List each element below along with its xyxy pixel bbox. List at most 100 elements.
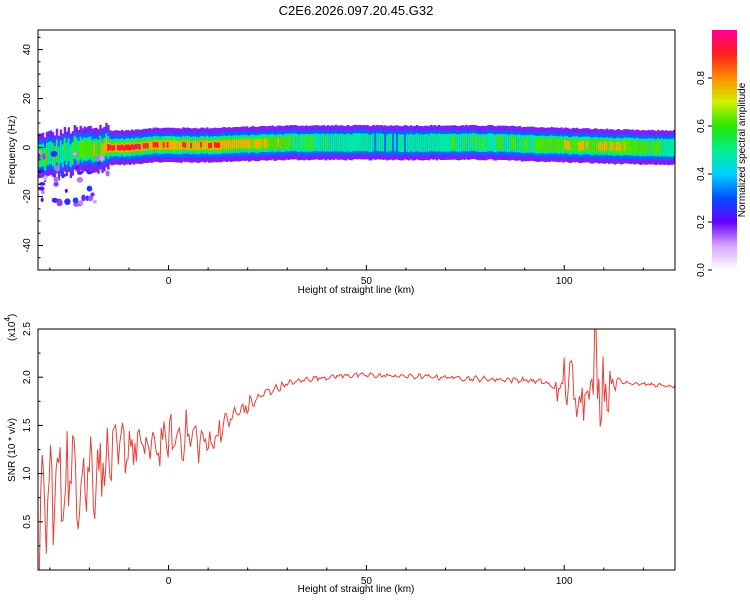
heatmap-cell — [142, 143, 146, 149]
heatmap-cell — [314, 133, 318, 152]
heatmap-cell — [673, 138, 675, 156]
heatmap-cell — [390, 133, 393, 152]
heatmap-speck — [92, 200, 97, 204]
heatmap-cell — [291, 133, 294, 152]
heatmap-cell — [625, 140, 628, 153]
heatmap-cell — [370, 134, 373, 153]
heatmap-cell — [322, 133, 326, 152]
heatmap-cell — [493, 134, 496, 153]
heatmap-cell — [542, 138, 545, 151]
heatmap-cell — [512, 136, 516, 150]
heatmap-cell — [653, 141, 656, 154]
heatmap-cell — [467, 134, 470, 152]
heatmap-cell — [457, 134, 460, 152]
heatmap-cell — [461, 133, 464, 152]
heatmap-cell — [180, 141, 183, 151]
heatmap-cell — [574, 138, 577, 152]
snr-multiplier: (x104) — [3, 314, 18, 341]
heatmap-cell — [105, 139, 108, 151]
heatmap-cell — [498, 136, 502, 150]
heatmap-cell — [637, 140, 640, 154]
heatmap-cell — [536, 138, 539, 152]
heatmap-speck — [56, 199, 63, 207]
heatmap-cell — [99, 138, 102, 156]
heatmap-cell — [595, 139, 599, 153]
heatmap-cell — [368, 134, 371, 153]
heatmap-cell — [123, 145, 126, 151]
heatmap-cell — [360, 133, 363, 152]
heatmap-cell — [663, 139, 666, 157]
heatmap-cell — [572, 138, 575, 152]
spectrogram-heatmap — [38, 122, 675, 207]
heatmap-cell — [429, 133, 433, 151]
heatmap-cell — [584, 138, 587, 152]
heatmap-cell — [134, 145, 138, 149]
heatmap-speck — [41, 189, 45, 195]
heatmap-cell — [502, 134, 506, 152]
heatmap-speck — [53, 181, 59, 187]
heatmap-cell — [380, 133, 383, 152]
heatmap-cell — [251, 136, 255, 150]
heatmap-cell — [148, 140, 152, 150]
colorbar-tick-label: 0.4 — [696, 167, 707, 181]
heatmap-cell — [421, 134, 425, 153]
heatmap-cell — [392, 130, 395, 156]
heatmap-cell — [376, 133, 379, 151]
heatmap-cell — [386, 134, 389, 153]
heatmap-cell — [212, 140, 215, 150]
heatmap-cell — [188, 140, 191, 150]
heatmap-cell — [443, 134, 446, 152]
heatmap-cell — [564, 140, 567, 150]
heatmap-speck — [72, 152, 78, 156]
heatmap-speck — [51, 197, 58, 203]
heatmap-cell — [669, 138, 672, 157]
heatmap-cell — [113, 144, 116, 151]
heatmap-cell — [194, 140, 197, 150]
heatmap-cell — [528, 135, 531, 153]
snr-y-axis: 0.5 1.0 1.5 2.0 2.5 — [22, 322, 43, 547]
heatmap-cell — [67, 138, 71, 162]
heatmap-cell — [562, 139, 565, 152]
heatmap-cell — [57, 146, 61, 170]
heatmap-cell — [75, 137, 78, 161]
heatmap-cell — [491, 133, 494, 151]
heatmap-cell — [453, 135, 456, 149]
heatmap-cell — [346, 133, 349, 151]
x-tick-label: 100 — [556, 276, 573, 287]
colorbar-tick-label: 0.8 — [696, 71, 707, 85]
heatmap-cell — [121, 144, 124, 150]
heatmap-cell — [91, 142, 94, 160]
heatmap-cell — [396, 130, 399, 155]
y-tick-label: 40 — [22, 44, 33, 56]
heatmap-cell — [413, 134, 417, 152]
heatmap-cell — [623, 141, 626, 151]
snr-plot-area — [38, 329, 675, 570]
heatmap-cell — [364, 133, 367, 152]
colorbar-tick-label: 0.0 — [696, 263, 707, 277]
heatmap-cell — [93, 144, 96, 157]
heatmap-cell — [427, 134, 431, 153]
heatmap-cell — [550, 137, 553, 151]
heatmap-speck — [85, 195, 90, 201]
heatmap-cell — [332, 133, 336, 152]
heatmap-cell — [267, 136, 270, 150]
y-tick-label: -20 — [22, 189, 33, 204]
heatmap-cell — [459, 134, 462, 152]
heatmap-cell — [235, 139, 239, 149]
heatmap-cell — [85, 141, 88, 158]
heatmap-cell — [449, 133, 452, 152]
heatmap-cell — [494, 134, 498, 153]
heatmap-cell — [613, 140, 617, 154]
heatmap-cell — [125, 144, 128, 151]
heatmap-cell — [218, 142, 221, 148]
snr-x-label: Height of straight line (km) — [298, 584, 415, 595]
heatmap-cell — [560, 138, 563, 151]
heatmap-cell — [55, 142, 59, 160]
heatmap-cell — [481, 134, 484, 152]
heatmap-speck — [64, 188, 68, 193]
heatmap-speck — [38, 186, 45, 191]
heatmap-cell — [362, 133, 365, 152]
heatmap-cell — [496, 136, 500, 150]
heatmap-cell — [241, 139, 245, 148]
heatmap-cell — [247, 140, 251, 149]
